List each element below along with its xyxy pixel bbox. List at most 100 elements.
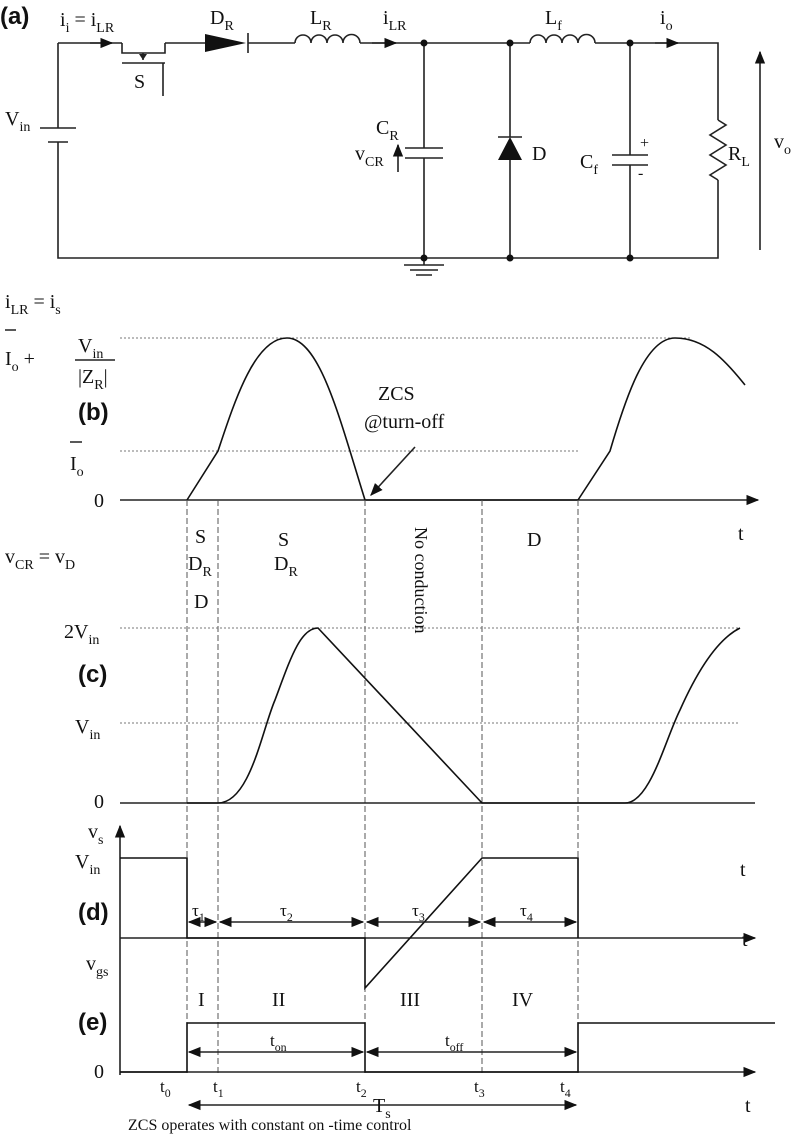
- label: D: [527, 529, 541, 551]
- text-part: τ: [192, 901, 199, 920]
- subscript: in: [89, 863, 100, 878]
- subscript: 4: [527, 910, 533, 924]
- subscript: i: [66, 21, 70, 36]
- text-part: I: [5, 348, 12, 370]
- subscript: LR: [11, 303, 30, 318]
- label: Ts: [373, 1095, 391, 1122]
- label: ton: [270, 1031, 287, 1054]
- subscript: 2: [361, 1086, 367, 1100]
- label: io: [660, 7, 673, 34]
- label: I: [198, 989, 205, 1011]
- text-part: = i: [28, 291, 55, 313]
- label: Vin: [5, 108, 30, 135]
- text-part: L: [310, 7, 322, 29]
- axis-label: vs: [88, 821, 103, 848]
- text-part: R: [728, 143, 742, 165]
- label: t3: [474, 1077, 485, 1100]
- text-part: L: [545, 7, 557, 29]
- subscript: LR: [389, 19, 408, 34]
- subscript: 2: [287, 910, 293, 924]
- text-part: i: [660, 7, 666, 29]
- current-label: ii = iLR: [60, 9, 115, 36]
- label: τ1: [192, 901, 205, 924]
- subscript: 3: [479, 1086, 485, 1100]
- label: S: [278, 529, 289, 551]
- subscript: s: [98, 833, 103, 848]
- label: Vin: [78, 335, 103, 362]
- label: III: [400, 989, 420, 1011]
- label: 0: [94, 490, 104, 512]
- label: t: [745, 1095, 751, 1117]
- text-part: v: [5, 546, 15, 568]
- text-part: v: [86, 953, 96, 975]
- subscript: in: [19, 120, 30, 135]
- waveform-e: [120, 1022, 775, 1111]
- subscript: L: [741, 155, 750, 170]
- axis-label: iLR = is: [5, 291, 61, 318]
- panel-tag: (b): [78, 399, 109, 426]
- label: Io +: [5, 348, 35, 375]
- text-part: t: [213, 1077, 218, 1096]
- label: No conduction: [411, 527, 431, 633]
- label: II: [272, 989, 285, 1011]
- label: CR: [376, 117, 399, 144]
- axis-label: vgs: [86, 953, 108, 980]
- subscript: o: [666, 19, 673, 34]
- label: τ4: [520, 901, 533, 924]
- label: DR: [274, 553, 298, 580]
- caption: ZCS operates with constant on -time cont…: [128, 1117, 412, 1134]
- label: +: [640, 135, 649, 152]
- text-part: t: [474, 1077, 479, 1096]
- subscript: in: [88, 633, 99, 648]
- waveform-b: [5, 329, 760, 506]
- text-part: v: [88, 821, 98, 843]
- subscript: in: [92, 347, 103, 362]
- label: IV: [512, 989, 534, 1011]
- label: D: [194, 591, 208, 613]
- text-part: |: [104, 366, 108, 388]
- text-part: τ: [280, 901, 287, 920]
- label: ZCS: [378, 383, 415, 405]
- label: 0: [94, 1061, 104, 1083]
- text-part: D: [188, 553, 202, 575]
- subscript: 4: [565, 1086, 571, 1100]
- subscript: gs: [96, 965, 108, 980]
- subscript: R: [322, 19, 332, 34]
- waveform-d: [114, 824, 757, 1075]
- subscript: s: [55, 303, 60, 318]
- panel-tag: (d): [78, 899, 109, 926]
- subscript: 3: [419, 910, 425, 924]
- text-part: i: [60, 9, 66, 31]
- text-part: = i: [69, 9, 96, 31]
- circuit: [40, 33, 766, 276]
- label: vCR: [355, 143, 384, 170]
- waveform-c: [120, 627, 755, 804]
- label: t1: [213, 1077, 224, 1100]
- subscript: R: [94, 378, 104, 393]
- label: vo: [774, 131, 791, 158]
- subscript: R: [202, 565, 212, 580]
- text-part: V: [78, 335, 93, 357]
- text-part: = v: [34, 546, 65, 568]
- label: t: [742, 929, 748, 951]
- label: Vin: [75, 716, 100, 743]
- text-part: I: [70, 453, 77, 475]
- subscript: on: [275, 1040, 287, 1054]
- subscript: f: [557, 19, 562, 34]
- label: S: [134, 71, 145, 93]
- subscript: in: [89, 728, 100, 743]
- text-part: 2V: [64, 621, 89, 643]
- panel-tag: (c): [78, 661, 107, 688]
- subscript: f: [593, 163, 598, 178]
- text-part: V: [75, 716, 90, 738]
- label: Lf: [545, 7, 562, 34]
- text-part: i: [383, 7, 389, 29]
- label: Cf: [580, 151, 598, 178]
- subscript: CR: [365, 155, 384, 170]
- text-part: t: [560, 1077, 565, 1096]
- subscript: R: [224, 19, 234, 34]
- subscript: o: [784, 143, 791, 158]
- text-part: C: [376, 117, 389, 139]
- label: RL: [728, 143, 750, 170]
